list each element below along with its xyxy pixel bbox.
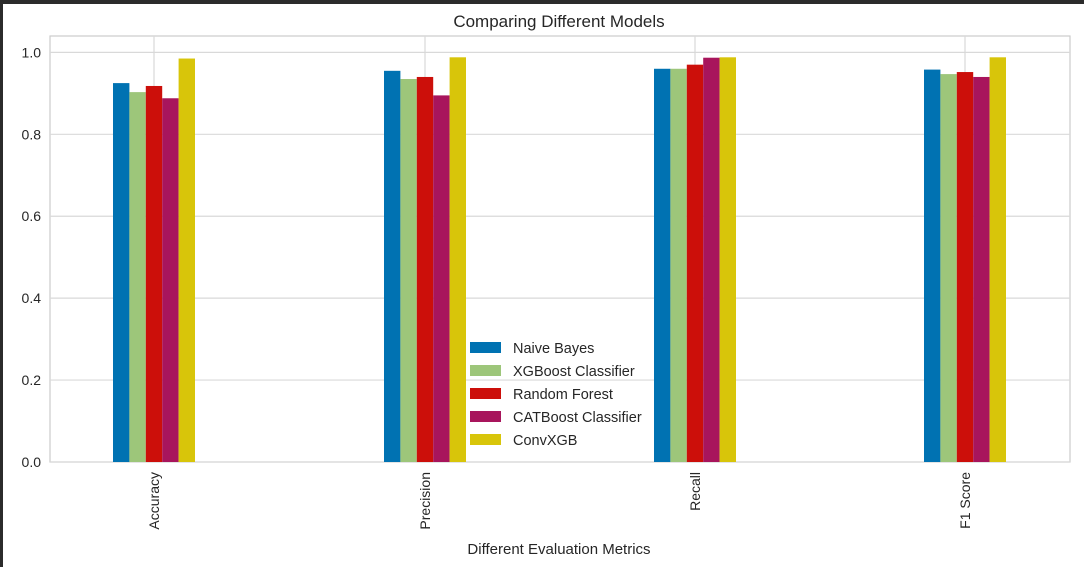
y-tick-label: 0.2 bbox=[22, 372, 42, 388]
chart-title: Comparing Different Models bbox=[453, 12, 664, 31]
legend: Naive Bayes XGBoost Classifier Random Fore… bbox=[470, 341, 642, 449]
bar-random-forest-f1-score bbox=[956, 72, 974, 463]
legend-swatch bbox=[470, 434, 501, 445]
y-tick-label: 0.4 bbox=[22, 290, 42, 306]
bar-naive-bayes-recall bbox=[654, 68, 671, 463]
bar-random-forest-accuracy bbox=[145, 85, 163, 462]
x-axis-title: Different Evaluation Metrics bbox=[467, 541, 650, 558]
bar-naive-bayes-accuracy bbox=[113, 83, 130, 462]
bar-convxgb-recall bbox=[719, 57, 736, 463]
bar-naive-bayes-f1-score bbox=[924, 69, 941, 462]
legend-swatch bbox=[470, 342, 501, 353]
bar-chart: Comparing Different Models 0.00.20.40.60… bbox=[22, 12, 1071, 558]
legend-swatch bbox=[470, 388, 501, 399]
bar-catboost-classifier-precision bbox=[433, 95, 450, 463]
x-tick-label: Accuracy bbox=[146, 472, 162, 530]
y-tick-label: 0.0 bbox=[22, 454, 42, 470]
legend-swatch bbox=[470, 411, 501, 422]
y-tick-labels: 0.0 0.2 0.4 0.6 0.8 1.0 bbox=[22, 44, 42, 470]
legend-label: Naive Bayes bbox=[513, 341, 594, 357]
bar-catboost-classifier-recall bbox=[703, 57, 720, 462]
x-tick-label: F1 Score bbox=[957, 472, 973, 529]
legend-label: Random Forest bbox=[513, 387, 613, 403]
bar-convxgb-precision bbox=[449, 57, 466, 463]
legend-label: ConvXGB bbox=[513, 433, 577, 449]
y-tick-label: 0.6 bbox=[22, 208, 42, 224]
bar-convxgb-f1-score bbox=[989, 57, 1006, 463]
plot-area bbox=[49, 35, 1071, 463]
bar-random-forest-precision bbox=[416, 76, 434, 462]
bar-xgboost-classifier-accuracy bbox=[129, 92, 146, 462]
x-tick-label: Recall bbox=[687, 472, 703, 511]
bar-catboost-classifier-accuracy bbox=[162, 98, 179, 462]
bars bbox=[113, 57, 1006, 463]
bar-naive-bayes-precision bbox=[384, 70, 401, 462]
bar-xgboost-classifier-precision bbox=[400, 79, 417, 462]
bar-catboost-classifier-f1-score bbox=[973, 76, 990, 462]
x-tick-label: Precision bbox=[417, 472, 433, 530]
y-tick-label: 0.8 bbox=[22, 126, 42, 142]
bar-random-forest-recall bbox=[686, 64, 704, 462]
legend-label: XGBoost Classifier bbox=[513, 364, 635, 380]
legend-swatch bbox=[470, 365, 501, 376]
x-tick-labels: Accuracy Precision Recall F1 Score bbox=[146, 472, 973, 530]
bar-convxgb-accuracy bbox=[178, 58, 195, 463]
bar-xgboost-classifier-f1-score bbox=[940, 74, 957, 462]
chart-frame: Comparing Different Models 0.0 0.2 0.4 0.6 0… bbox=[3, 4, 1084, 567]
bar-xgboost-classifier-recall bbox=[670, 68, 687, 463]
legend-label: CATBoost Classifier bbox=[513, 410, 642, 426]
y-tick-label: 1.0 bbox=[22, 44, 42, 60]
